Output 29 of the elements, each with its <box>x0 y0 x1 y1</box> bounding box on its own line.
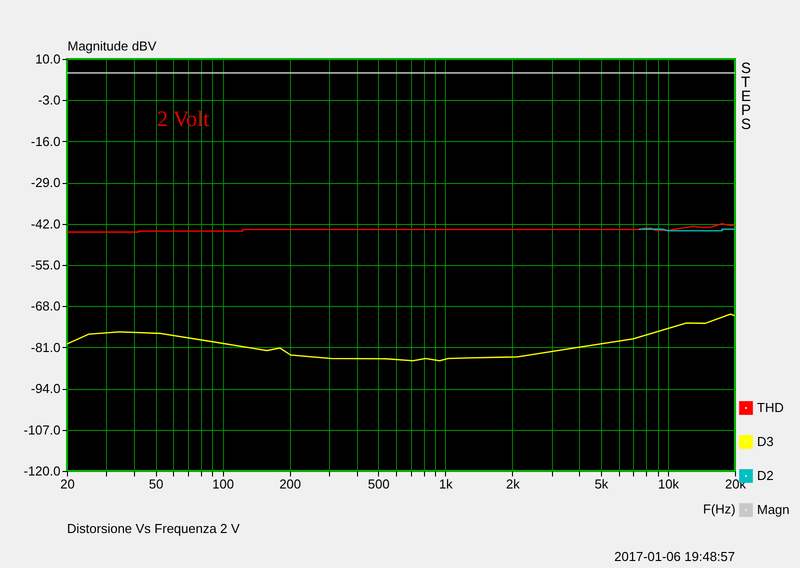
y-tick-label: -55.0 <box>30 258 60 272</box>
x-tick-label: 20 <box>60 476 75 492</box>
y-tick-label: -107.0 <box>24 422 60 438</box>
text: Distorsione Vs Frequenza 2 V <box>67 521 240 536</box>
x-tick-label: 200 <box>279 476 302 492</box>
y-tick-label: -42.0 <box>30 216 60 232</box>
x-tick-label: 5k <box>594 476 609 492</box>
y-tick-label: -120.0 <box>24 464 60 478</box>
x-tick-label: 1k <box>438 476 454 492</box>
x-tick-label: 50 <box>148 476 164 492</box>
y-axis-title: Magnitude dBV <box>68 38 157 54</box>
x-tick-label: 2k <box>506 476 520 492</box>
legend-label: THD <box>757 400 784 415</box>
y-tick-label: -68.0 <box>30 298 60 314</box>
x-axis-title: F(Hz) <box>703 502 736 516</box>
y-tick-label: -94.0 <box>30 381 60 396</box>
y-tick-label: -16.0 <box>30 134 60 149</box>
legend-label: D3 <box>757 434 774 449</box>
y-tick-label: -81.0 <box>30 340 60 355</box>
legend-label: D2 <box>757 468 774 483</box>
x-tick-label: 100 <box>212 476 234 492</box>
y-tick-label: 10.0 <box>35 52 60 66</box>
legend-label: Magn <box>757 502 790 517</box>
text: STEPS <box>741 60 752 133</box>
y-tick-label: -29.0 <box>30 175 60 190</box>
x-tick-label: 10k <box>658 476 680 492</box>
y-tick-label: -3.0 <box>38 92 60 108</box>
x-tick-label: 500 <box>368 476 390 492</box>
text: 2017-01-06 19:48:57 <box>614 549 735 564</box>
